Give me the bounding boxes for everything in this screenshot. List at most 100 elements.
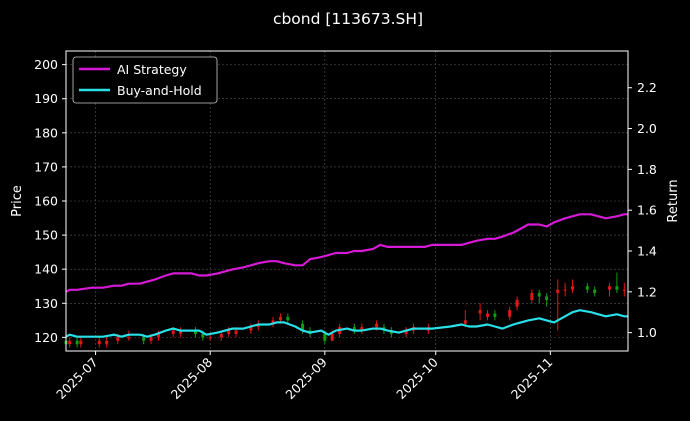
candle-body — [593, 289, 597, 294]
candle-body — [79, 340, 83, 345]
candle-body — [571, 286, 575, 290]
candle-body — [142, 337, 146, 341]
candle-body — [545, 296, 549, 300]
y-axis-label-left: Price — [10, 185, 25, 217]
candle-body — [352, 327, 356, 331]
y-tick-label-left: 190 — [34, 91, 58, 106]
candlestick — [530, 289, 534, 304]
candlestick — [515, 296, 519, 311]
candlestick — [75, 337, 79, 348]
candle-body — [360, 327, 364, 331]
y-tick-label-right: 1.4 — [637, 244, 657, 259]
candlestick — [571, 279, 575, 294]
candlestick — [352, 323, 356, 334]
candle-body — [156, 333, 160, 338]
y-axis-label-right: Return — [666, 179, 681, 222]
y-tick-label-right: 1.8 — [637, 162, 657, 177]
y-tick-label-left: 200 — [34, 57, 58, 72]
candlestick — [97, 337, 101, 348]
candle-body — [171, 330, 175, 334]
legend-label-ai-strategy: AI Strategy — [117, 62, 187, 77]
candle-body — [530, 293, 534, 300]
candle-body — [404, 330, 408, 334]
candle-body — [179, 330, 183, 334]
y-tick-label-left: 180 — [34, 125, 58, 140]
candlestick — [193, 327, 197, 338]
candle-body — [486, 313, 489, 317]
candle-body — [301, 323, 305, 331]
candle-body — [249, 327, 253, 331]
candle-body — [278, 316, 282, 321]
candle-body — [208, 337, 212, 339]
candlestick — [493, 310, 497, 321]
series-line-ai-strategy — [65, 213, 628, 293]
candle-body — [116, 337, 120, 341]
y-tick-label-left: 130 — [34, 296, 58, 311]
chart-title: cbond [113673.SH] — [273, 10, 423, 28]
candlestick — [463, 310, 467, 328]
candle-body — [75, 340, 79, 345]
return-lines — [65, 213, 628, 338]
y-tick-label-right: 2.2 — [637, 80, 657, 95]
candle-body — [608, 286, 612, 290]
candlestick — [360, 323, 364, 334]
candle-body — [127, 337, 131, 339]
right-y-axis: 1.0 1.2 1.4 1.6 1.8 2.0 2.2 — [628, 80, 657, 340]
candlestick — [537, 289, 541, 304]
legend-label-buy-and-hold: Buy-and-Hold — [117, 83, 202, 98]
candle-body — [537, 293, 541, 297]
candle-body — [234, 330, 238, 334]
candlestick — [68, 337, 72, 348]
candle-body — [105, 340, 109, 345]
candlestick — [508, 306, 512, 321]
legend: AI Strategy Buy-and-Hold — [72, 56, 218, 104]
candle-body — [193, 330, 197, 334]
candlestick — [486, 310, 489, 321]
candle-body — [493, 313, 497, 317]
candle-body — [97, 340, 101, 345]
candlestick — [563, 282, 567, 297]
candlestick — [286, 313, 290, 324]
candle-body — [463, 320, 467, 324]
candlestick — [179, 327, 183, 338]
left-y-axis: 120 130 140 150 160 170 180 190 200 — [34, 57, 66, 345]
y-tick-label-left: 170 — [34, 159, 58, 174]
candlestick — [593, 286, 597, 297]
candle-body — [515, 299, 519, 307]
candle-body — [585, 286, 589, 290]
y-tick-label-left: 150 — [34, 228, 58, 243]
candle-body — [286, 316, 290, 321]
candle-body — [227, 330, 231, 334]
candle-body — [201, 333, 205, 338]
candlestick — [79, 337, 83, 348]
candlestick — [478, 303, 482, 321]
candlestick — [404, 327, 408, 338]
candle-body — [622, 289, 626, 291]
y-tick-label-right: 1.0 — [637, 325, 657, 340]
candle-body — [149, 337, 153, 341]
y-tick-label-right: 1.6 — [637, 203, 657, 218]
candlestick — [585, 282, 589, 294]
candle-body — [508, 310, 512, 317]
candlestick — [615, 272, 619, 294]
y-tick-label-left: 160 — [34, 194, 58, 209]
y-tick-label-left: 120 — [34, 330, 58, 345]
y-tick-label-left: 140 — [34, 262, 58, 277]
candle-body — [323, 333, 327, 341]
candle-body — [615, 286, 619, 290]
candlestick — [608, 282, 612, 297]
candlestick — [545, 293, 549, 307]
candlestick — [622, 282, 626, 297]
candlestick — [105, 337, 109, 348]
candle-body — [330, 333, 334, 341]
y-tick-label-right: 1.2 — [637, 284, 657, 299]
candle-body — [478, 310, 482, 314]
y-tick-label-right: 2.0 — [637, 121, 657, 136]
candlestick — [271, 316, 275, 328]
candle-body — [556, 289, 560, 294]
candle-body — [68, 340, 72, 345]
candle-body — [219, 333, 223, 338]
candlestick — [556, 279, 560, 331]
candle-body — [271, 320, 275, 324]
